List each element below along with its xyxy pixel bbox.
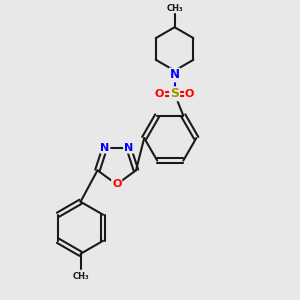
- Text: CH₃: CH₃: [166, 4, 183, 13]
- Text: N: N: [124, 143, 133, 153]
- Text: O: O: [112, 179, 122, 189]
- Text: O: O: [185, 89, 194, 99]
- Text: CH₃: CH₃: [72, 272, 89, 281]
- Text: S: S: [170, 87, 179, 100]
- Text: O: O: [155, 89, 164, 99]
- Text: N: N: [100, 143, 110, 153]
- Text: N: N: [169, 68, 180, 82]
